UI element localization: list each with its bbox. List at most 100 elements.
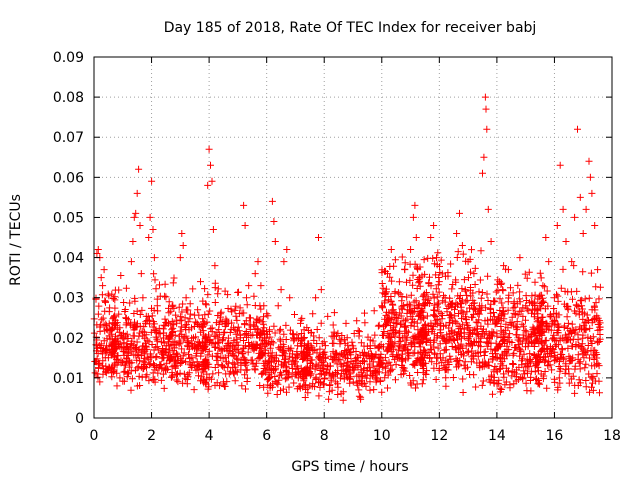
data-point [564, 344, 572, 352]
data-point [239, 350, 247, 358]
data-point [180, 370, 188, 378]
data-point [370, 307, 378, 315]
data-point [119, 334, 127, 342]
data-point [588, 189, 596, 197]
data-point [133, 338, 141, 346]
data-point [423, 312, 431, 320]
data-point [514, 311, 522, 319]
data-point [289, 330, 297, 338]
data-point [592, 283, 600, 291]
data-point [110, 313, 118, 321]
data-point [591, 346, 599, 354]
data-point [525, 363, 533, 371]
data-point [177, 323, 185, 331]
data-point [338, 362, 346, 370]
data-point [225, 352, 232, 360]
data-point [482, 304, 490, 312]
data-point [159, 345, 166, 352]
data-point [499, 337, 507, 344]
data-point [281, 350, 289, 358]
data-point [524, 369, 531, 377]
data-point [387, 366, 395, 374]
data-point [574, 382, 582, 389]
data-point [430, 294, 438, 302]
data-point [256, 382, 264, 389]
data-point [454, 292, 462, 300]
data-point [257, 345, 265, 353]
data-point [163, 319, 171, 327]
data-point [482, 105, 490, 113]
chart-title: Day 185 of 2018, Rate Of TEC Index for r… [164, 20, 537, 36]
data-point [261, 346, 269, 354]
data-point [142, 318, 150, 326]
data-point [321, 374, 328, 382]
data-point [225, 370, 233, 378]
data-point [174, 370, 181, 378]
data-point [264, 381, 272, 389]
data-point [446, 294, 454, 302]
data-point [160, 384, 168, 392]
data-point [108, 373, 116, 381]
data-point [509, 360, 517, 367]
data-point [186, 359, 194, 367]
data-point [315, 392, 323, 400]
data-point [441, 294, 449, 302]
data-point [361, 358, 368, 366]
data-point [142, 373, 150, 381]
data-point [589, 372, 597, 380]
data-point [470, 371, 478, 379]
data-point [155, 324, 163, 332]
data-point [204, 310, 212, 318]
data-point [260, 302, 268, 310]
data-point [558, 345, 566, 353]
data-point [556, 350, 564, 358]
data-point [350, 330, 358, 337]
data-point [354, 327, 362, 335]
data-point [412, 234, 420, 241]
data-point [477, 294, 485, 302]
data-point [201, 285, 209, 293]
data-point [588, 340, 596, 347]
data-point [148, 312, 156, 320]
data-point [105, 363, 113, 371]
data-point [395, 342, 403, 350]
data-point [500, 315, 508, 323]
data-point [274, 302, 282, 310]
data-point [381, 315, 389, 323]
data-point [271, 329, 279, 337]
x-tick-label: 16 [546, 428, 564, 444]
data-point [97, 321, 105, 329]
data-point [536, 380, 544, 388]
x-tick-label: 4 [205, 428, 214, 444]
data-point [586, 324, 594, 332]
data-point [550, 310, 558, 318]
data-point [113, 382, 121, 390]
data-point [458, 321, 466, 329]
data-point [555, 363, 563, 370]
data-point [231, 306, 239, 314]
data-point [557, 284, 565, 292]
data-point [135, 363, 143, 371]
data-point [143, 336, 151, 344]
data-point [427, 321, 435, 329]
data-point [268, 338, 276, 345]
data-point [96, 378, 104, 386]
data-point [251, 302, 259, 309]
data-point [160, 339, 168, 347]
data-point [596, 389, 603, 397]
data-point [192, 333, 200, 341]
data-point [207, 161, 214, 169]
data-point [586, 388, 593, 396]
data-point [591, 306, 599, 314]
data-point [332, 356, 340, 364]
y-tick-label: 0.04 [53, 251, 84, 267]
data-point [221, 382, 229, 390]
data-point [271, 373, 279, 380]
data-point [481, 358, 489, 366]
data-point [208, 352, 216, 360]
data-point [276, 345, 284, 353]
data-point [458, 314, 465, 322]
data-point [477, 333, 485, 341]
data-point [589, 386, 597, 394]
data-point [458, 242, 466, 249]
